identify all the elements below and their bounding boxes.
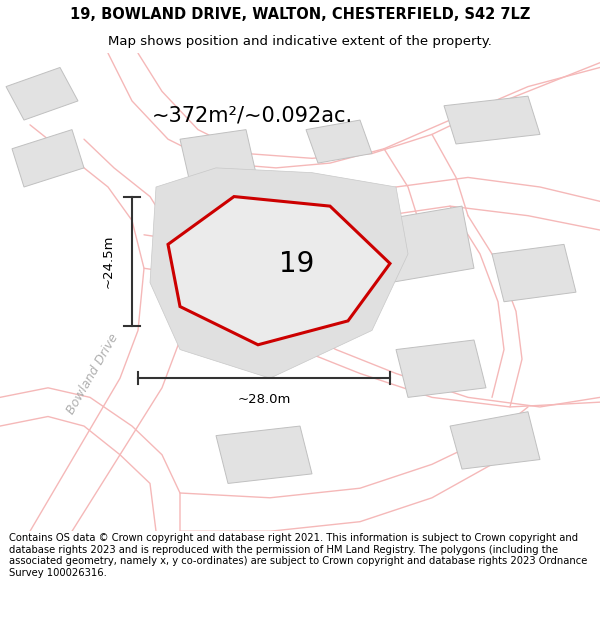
- Polygon shape: [168, 196, 390, 345]
- Text: Bowland Drive: Bowland Drive: [65, 331, 121, 416]
- Polygon shape: [444, 96, 540, 144]
- Polygon shape: [306, 120, 372, 163]
- Text: ~24.5m: ~24.5m: [101, 234, 115, 288]
- Polygon shape: [450, 412, 540, 469]
- Polygon shape: [492, 244, 576, 302]
- Polygon shape: [150, 168, 408, 378]
- Polygon shape: [12, 129, 84, 187]
- Polygon shape: [216, 426, 312, 484]
- Text: Map shows position and indicative extent of the property.: Map shows position and indicative extent…: [108, 35, 492, 48]
- Text: 19, BOWLAND DRIVE, WALTON, CHESTERFIELD, S42 7LZ: 19, BOWLAND DRIVE, WALTON, CHESTERFIELD,…: [70, 8, 530, 22]
- Text: Contains OS data © Crown copyright and database right 2021. This information is : Contains OS data © Crown copyright and d…: [9, 533, 587, 578]
- Text: ~28.0m: ~28.0m: [238, 393, 290, 406]
- Polygon shape: [180, 129, 258, 192]
- Polygon shape: [396, 340, 486, 398]
- Polygon shape: [378, 206, 474, 282]
- Text: 19: 19: [279, 250, 314, 278]
- Text: ~372m²/~0.092ac.: ~372m²/~0.092ac.: [151, 105, 353, 125]
- Polygon shape: [6, 68, 78, 120]
